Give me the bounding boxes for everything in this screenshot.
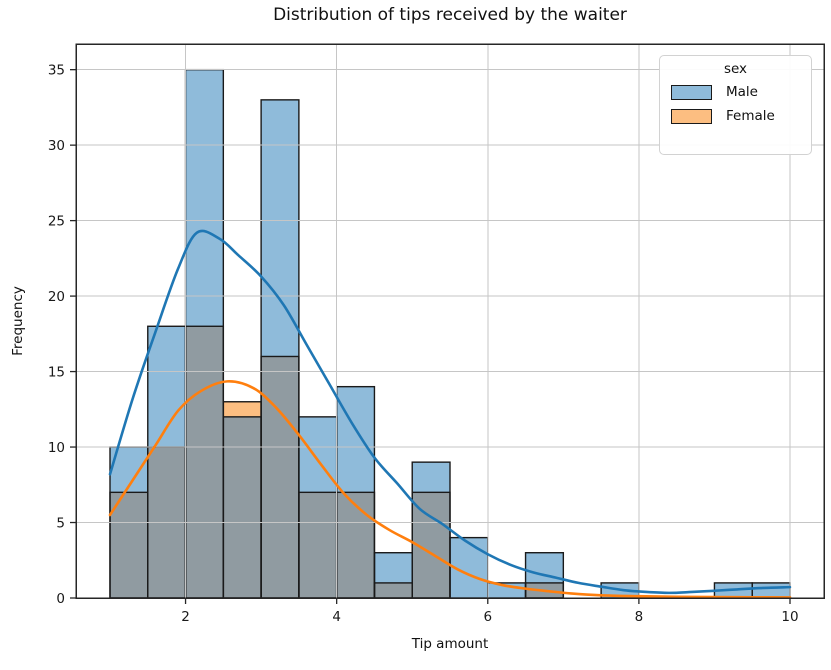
bar-overlap <box>298 492 337 598</box>
y-tick-label: 30 <box>48 138 65 154</box>
kde-curve-male <box>108 229 792 595</box>
bar-male <box>298 416 337 493</box>
x-tick-label: 6 <box>483 609 492 625</box>
y-tick-label: 0 <box>56 591 65 607</box>
y-tick-label: 5 <box>56 515 65 531</box>
legend-title: sex <box>723 61 748 77</box>
chart-title: Distribution of tips received by the wai… <box>273 5 627 25</box>
kde-curve-female <box>108 380 792 599</box>
y-tick-label: 15 <box>48 364 65 380</box>
y-axis-label: Frequency <box>10 286 26 356</box>
legend-entry-female: Female <box>671 108 811 125</box>
bar-male <box>336 386 375 493</box>
bar-overlap <box>261 356 299 598</box>
y-tick-label: 35 <box>48 62 65 78</box>
x-axis-label: Tip amount <box>411 636 489 652</box>
x-tick-label: 10 <box>781 609 798 625</box>
x-tick-label: 2 <box>181 609 190 625</box>
legend: sex Male Female <box>659 55 812 155</box>
bar-overlap <box>374 582 413 598</box>
bar-female <box>223 401 262 417</box>
bar-overlap <box>336 492 375 598</box>
legend-label-male: Male <box>726 83 758 100</box>
bar-male <box>261 99 299 357</box>
y-tick-label: 25 <box>48 213 65 229</box>
y-tick-label: 10 <box>48 440 65 456</box>
ticks-layer: 2 4 6 8 10 0 5 10 15 20 25 30 35 <box>48 62 799 625</box>
grid-layer <box>76 44 824 598</box>
frame-layer <box>75 43 825 599</box>
bar-overlap <box>110 492 148 598</box>
bar-male <box>412 462 450 493</box>
kde-layer <box>108 229 792 599</box>
legend-swatch-female <box>671 109 712 124</box>
legend-swatch-male <box>671 85 712 100</box>
bar-male <box>374 552 413 583</box>
x-tick-label: 8 <box>635 609 644 625</box>
bar-male <box>752 582 790 598</box>
y-tick-label: 20 <box>48 289 65 305</box>
plot-frame <box>75 43 825 599</box>
bar-overlap <box>185 326 224 598</box>
bar-overlap <box>223 416 262 598</box>
x-tick-label: 4 <box>332 609 341 625</box>
legend-label-female: Female <box>726 107 775 124</box>
legend-entry-male: Male <box>671 84 811 101</box>
bar-male <box>185 69 224 327</box>
